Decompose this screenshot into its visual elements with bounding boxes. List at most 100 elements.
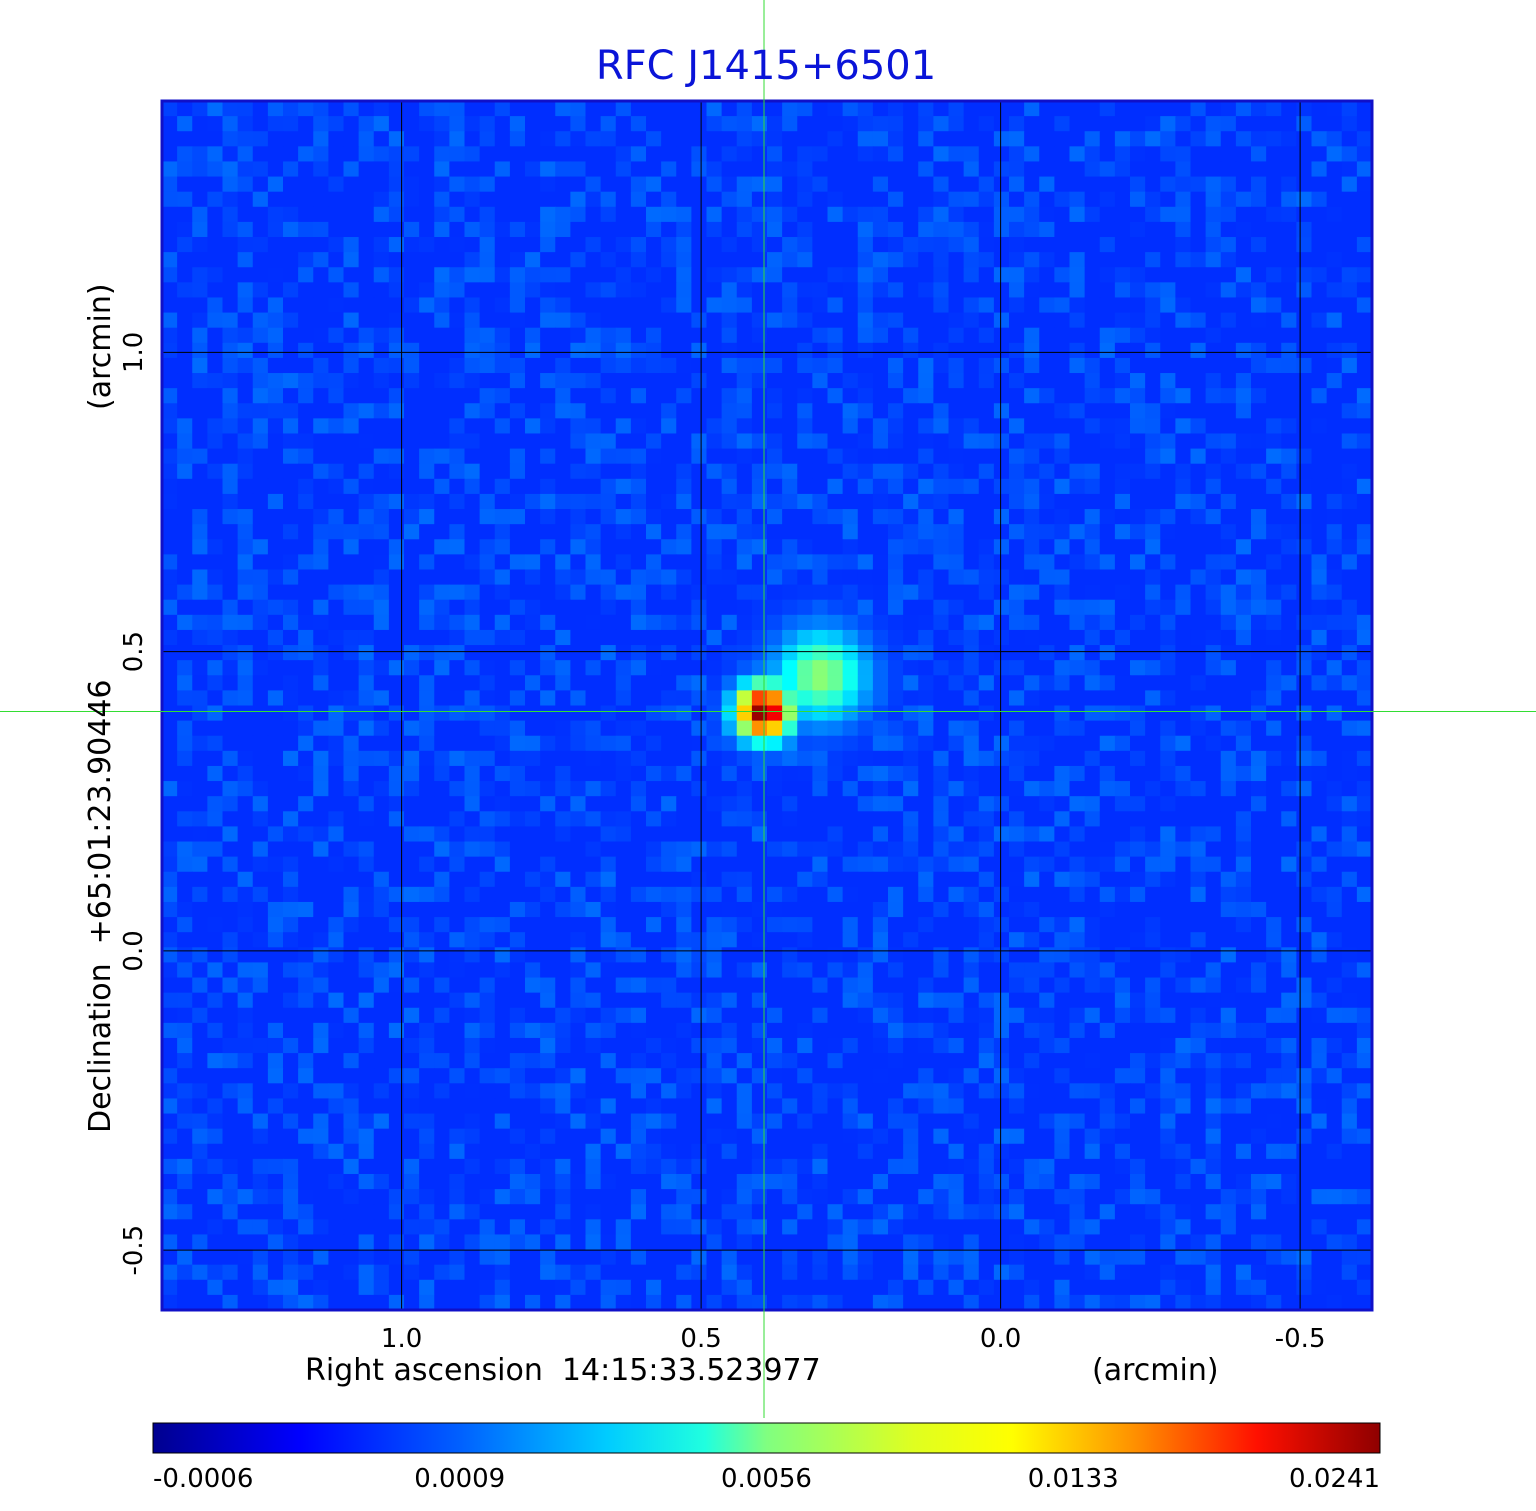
heatmap-cell	[358, 312, 375, 329]
heatmap-cell	[237, 629, 254, 646]
heatmap-cell	[706, 856, 723, 873]
heatmap-cell	[585, 690, 602, 707]
heatmap-cell	[1175, 781, 1192, 797]
heatmap-cell	[767, 448, 783, 465]
heatmap-cell	[872, 841, 889, 858]
heatmap-cell	[963, 131, 980, 147]
heatmap-cell	[328, 947, 345, 964]
heatmap-cell	[751, 765, 768, 782]
heatmap-cell	[1160, 463, 1176, 480]
heatmap-cell	[1160, 297, 1176, 314]
heatmap-cell	[1024, 357, 1040, 374]
heatmap-cell	[1054, 962, 1071, 979]
heatmap-cell	[1296, 1022, 1313, 1039]
heatmap-cell	[1356, 191, 1372, 208]
heatmap-cell	[827, 357, 844, 374]
heatmap-cell	[540, 1007, 556, 1024]
heatmap-cell	[328, 463, 345, 480]
heatmap-cell	[1145, 675, 1161, 691]
heatmap-cell	[872, 418, 889, 435]
heatmap-cell	[343, 871, 360, 888]
heatmap-cell	[464, 705, 481, 722]
heatmap-cell	[948, 886, 965, 903]
heatmap-cell	[449, 191, 466, 208]
heatmap-cell	[479, 917, 496, 933]
heatmap-cell	[751, 962, 768, 979]
heatmap-cell	[600, 675, 617, 691]
heatmap-cell	[1266, 645, 1282, 661]
heatmap-cell	[494, 614, 511, 631]
heatmap-cell	[509, 101, 526, 117]
heatmap-cell	[479, 282, 496, 299]
heatmap-cell	[1145, 992, 1161, 1009]
heatmap-cell	[978, 660, 995, 676]
heatmap-cell	[1160, 373, 1176, 389]
heatmap-cell	[1145, 237, 1161, 253]
heatmap-cell	[933, 342, 950, 359]
heatmap-cell	[615, 146, 632, 163]
heatmap-cell	[1296, 418, 1313, 435]
heatmap-cell	[676, 750, 692, 767]
heatmap-cell	[570, 418, 587, 435]
heatmap-cell	[600, 720, 617, 737]
heatmap-cell	[1311, 478, 1328, 495]
heatmap-cell	[1266, 509, 1282, 525]
heatmap-cell	[358, 856, 375, 873]
heatmap-cell	[918, 388, 934, 404]
heatmap-cell	[313, 750, 329, 767]
heatmap-cell	[676, 524, 692, 540]
heatmap-cell	[978, 206, 995, 223]
heatmap-cell	[857, 101, 874, 117]
heatmap-cell	[585, 327, 602, 344]
heatmap-cell	[540, 781, 556, 797]
heatmap-cell	[1130, 660, 1146, 676]
heatmap-cell	[1326, 237, 1343, 253]
heatmap-cell	[267, 705, 284, 722]
heatmap-cell	[267, 932, 284, 948]
heatmap-cell	[373, 977, 390, 994]
heatmap-cell	[978, 886, 995, 903]
heatmap-cell	[842, 826, 859, 843]
heatmap-cell	[479, 131, 496, 147]
heatmap-cell	[1190, 705, 1207, 722]
heatmap-cell	[267, 781, 284, 797]
heatmap-cell	[449, 977, 466, 994]
heatmap-cell	[661, 357, 677, 374]
heatmap-cell	[600, 191, 617, 208]
heatmap-cell	[177, 403, 193, 419]
heatmap-cell	[1039, 101, 1055, 117]
heatmap-cell	[676, 297, 692, 314]
heatmap-cell	[767, 947, 783, 964]
heatmap-cell	[1296, 720, 1313, 737]
heatmap-cell	[373, 660, 390, 676]
heatmap-cell	[1326, 750, 1343, 767]
heatmap-cell	[767, 629, 783, 646]
heatmap-cell	[1251, 826, 1267, 843]
heatmap-cell	[434, 176, 450, 193]
heatmap-cell	[993, 614, 1010, 631]
heatmap-cell	[570, 856, 587, 873]
heatmap-cell	[464, 101, 481, 117]
heatmap-cell	[918, 493, 934, 510]
heatmap-cell	[948, 735, 965, 752]
heatmap-cell	[162, 282, 178, 299]
heatmap-cell	[1296, 992, 1313, 1009]
heatmap-cell	[177, 720, 193, 737]
heatmap-cell	[509, 720, 526, 737]
heatmap-cell	[464, 478, 481, 495]
heatmap-cell	[1084, 433, 1101, 450]
heatmap-cell	[162, 856, 178, 873]
heatmap-cell	[1145, 403, 1161, 419]
heatmap-cell	[1190, 901, 1207, 918]
heatmap-cell	[933, 660, 950, 676]
heatmap-cell	[857, 388, 874, 404]
heatmap-cell	[736, 237, 753, 253]
heatmap-cell	[630, 524, 647, 540]
heatmap-cell	[373, 146, 390, 163]
heatmap-cell	[494, 735, 511, 752]
heatmap-cell	[767, 539, 783, 555]
heatmap-cell	[449, 841, 466, 858]
heatmap-cell	[963, 871, 980, 888]
heatmap-cell	[298, 856, 314, 873]
heatmap-cell	[751, 750, 768, 767]
